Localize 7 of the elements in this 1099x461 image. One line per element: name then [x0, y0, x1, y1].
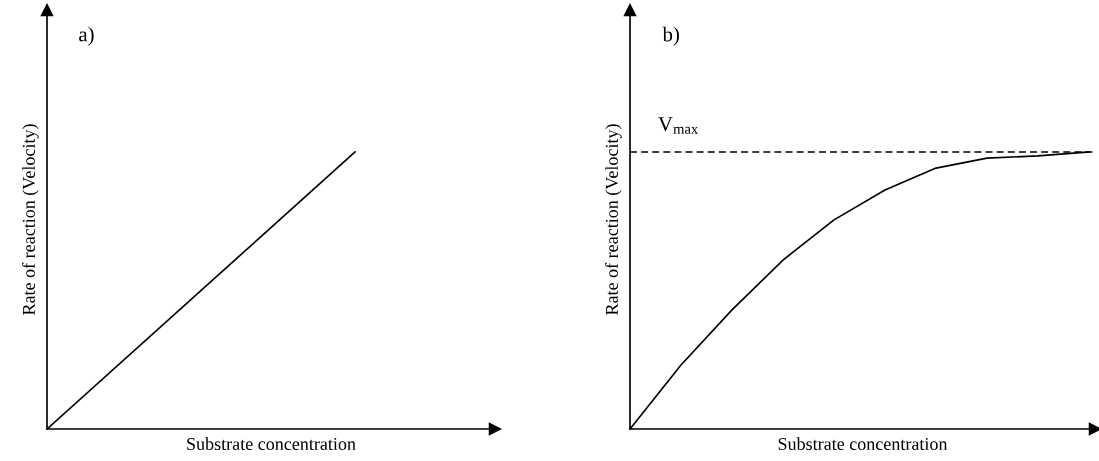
y-axis-title: Rate of reaction (Velocity): [605, 124, 622, 315]
y-axis-title: Rate of reaction (Velocity): [22, 124, 39, 315]
text: a): [79, 26, 94, 46]
x-axis-title: Substrate concentration: [187, 437, 356, 451]
ref-line-label: V$_{max}$: [658, 117, 699, 134]
x-axis-title: Substrate concentration: [778, 437, 948, 451]
text: b): [662, 26, 679, 46]
